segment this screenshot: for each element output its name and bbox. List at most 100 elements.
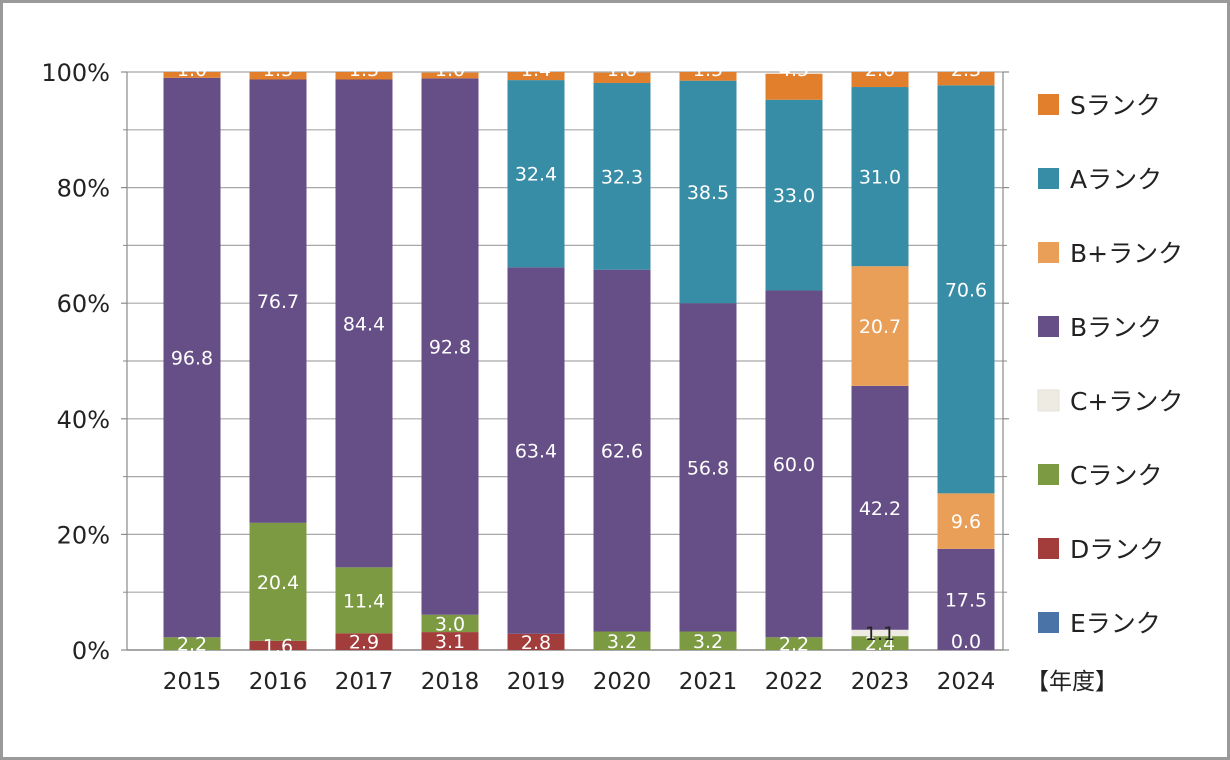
bar-segment-2015-Bランク (163, 77, 221, 638)
bar-segment-2021-Sランク (679, 72, 737, 81)
stacked-bar-chart: 2.2 96.8 1.0 1.6 20.4 76.7 1.3 2.9 11.4 84.4 1.3 3.… (41, 59, 1183, 695)
bar-segment-2022-Cランク (765, 637, 823, 650)
bar-segment-2024-Bランク (937, 548, 995, 650)
y-tick-label: 0% (72, 637, 110, 665)
data-label-2021-Bランク: 56.8 (687, 457, 729, 479)
y-tick-label: 100% (41, 59, 110, 87)
bar-segment-2017-Dランク (335, 633, 393, 650)
data-label-2023-Aランク: 31.0 (859, 167, 901, 189)
bar-segment-2019-Aランク (507, 80, 565, 268)
x-tick-label: 2021 (679, 669, 738, 695)
bar-segment-2018-Cランク (421, 614, 479, 633)
bar-segment-2017-Bランク (335, 79, 393, 568)
data-label-2020-Cランク: 3.2 (607, 631, 637, 653)
data-label-2016-Bランク: 76.7 (257, 291, 299, 313)
bars (163, 72, 995, 650)
bar-segment-2016-Sランク (249, 72, 307, 80)
data-label-2016-Dランク: 1.6 (263, 635, 293, 657)
data-label-2017-Dランク: 2.9 (349, 632, 379, 654)
bar-segment-2024-Sランク (937, 72, 995, 86)
data-label-2023-Cランク: 2.4 (865, 633, 895, 655)
bar-segment-2016-Dランク (249, 640, 307, 650)
data-label-2022-Cランク: 2.2 (779, 634, 809, 656)
bar-segment-2018-Dランク (421, 632, 479, 650)
bar-segment-2020-Cランク (593, 631, 651, 650)
legend-swatch-Bランク (1038, 316, 1059, 337)
y-tick-label: 60% (57, 290, 110, 318)
legend-label-Aランク: Aランク (1070, 165, 1162, 194)
bar-segment-2018-Sランク (421, 72, 479, 79)
legend-label-B+ランク: B+ランク (1070, 239, 1183, 268)
legend-label-Eランク: Eランク (1070, 609, 1161, 638)
bar-segment-2024-Aランク (937, 85, 995, 494)
bar-segment-2019-Bランク (507, 267, 565, 634)
x-unit-label: 【年度】 (1026, 669, 1118, 695)
x-tick-label: 2015 (163, 669, 222, 695)
data-label-2019-Sランク: 1.4 (521, 59, 551, 81)
bar-segment-2021-Bランク (679, 303, 737, 632)
legend-swatch-C+ランク (1037, 389, 1060, 412)
x-tick-label: 2022 (765, 669, 824, 695)
bar-segment-2019-Sランク (507, 72, 565, 81)
bar-segment-2017-Sランク (335, 72, 393, 80)
bar-segment-2022-Sランク (765, 73, 823, 100)
data-label-2022-Bランク: 60.0 (773, 454, 815, 476)
data-label-2017-Sランク: 1.3 (349, 59, 379, 81)
bar-segment-2022-Aランク (765, 99, 823, 291)
data-label-2021-Aランク: 38.5 (687, 182, 729, 204)
bar-segment-2023-C+ランク (851, 629, 909, 637)
legend-swatch-Eランク (1038, 612, 1059, 633)
bar-segment-2023-Bランク (851, 385, 909, 630)
data-label-2019-Dランク: 2.8 (521, 632, 551, 654)
bar-segment-2016-Cランク (249, 522, 307, 641)
x-tick-label: 2020 (593, 669, 652, 695)
data-label-2024-B+ランク: 9.6 (951, 511, 981, 533)
bar-segment-2021-Aランク (679, 80, 737, 304)
data-label-2020-Aランク: 32.3 (601, 166, 643, 188)
x-tick-label: 2016 (249, 669, 308, 695)
data-label-2016-Cランク: 20.4 (257, 572, 299, 594)
data-label-2023-B+ランク: 20.7 (859, 316, 901, 338)
data-label-2020-Bランク: 62.6 (601, 441, 643, 463)
bar-segment-2023-Aランク (851, 87, 909, 267)
legend-label-Bランク: Bランク (1070, 313, 1162, 342)
data-label-2022-Aランク: 33.0 (773, 185, 815, 207)
y-tick-label: 40% (57, 406, 110, 434)
data-label-2023-Sランク: 2.6 (865, 59, 895, 81)
bar-segment-2015-Sランク (163, 72, 221, 78)
x-tick-label: 2023 (851, 669, 910, 695)
data-label-2018-Sランク: 1.0 (435, 59, 465, 81)
bar-segment-2021-Cランク (679, 631, 737, 650)
bar-segment-2023-Sランク (851, 72, 909, 88)
data-label-2022-Sランク: 4.5 (779, 59, 809, 81)
data-label-2015-Sランク: 1.0 (177, 59, 207, 81)
data-label-2024-Aランク: 70.6 (945, 279, 987, 301)
data-label-2018-Dランク: 3.1 (435, 631, 465, 653)
data-label-2023-C+ランク: 1.1 (865, 623, 895, 645)
bar-segment-2020-Aランク (593, 82, 651, 270)
bar-segment-2015-Cランク (163, 637, 221, 650)
data-label-2018-Cランク: 3.0 (435, 613, 465, 635)
bar-segment-2017-Cランク (335, 567, 393, 634)
y-tick-label: 20% (57, 521, 110, 549)
x-axis: 【年度】 2015 2016 2017 2018 2019 2020 2021 2022 202… (163, 669, 1118, 695)
y-axis: 0% 20% 40% 60% 80% 100% (41, 59, 110, 665)
bar-segment-2020-Sランク (593, 72, 651, 83)
data-label-2021-Sランク: 1.5 (693, 59, 723, 81)
data-label-2017-Cランク: 11.4 (343, 590, 385, 612)
bar-segment-2022-Bランク (765, 290, 823, 638)
data-label-2024-Sランク: 2.3 (951, 59, 981, 81)
data-label-2019-Bランク: 63.4 (515, 441, 557, 463)
x-tick-label: 2017 (335, 669, 394, 695)
legend-swatch-Dランク (1038, 538, 1059, 559)
legend-label-Dランク: Dランク (1070, 535, 1164, 564)
legend-label-Cランク: Cランク (1070, 461, 1162, 490)
legend-label-Sランク: Sランク (1070, 91, 1161, 120)
legend-label-C+ランク: C+ランク (1070, 387, 1183, 416)
bar-segment-2024-B+ランク (937, 493, 995, 549)
data-labels: 2.2 96.8 1.0 1.6 20.4 76.7 1.3 2.9 11.4 84.4 1.3 3.… (171, 59, 987, 657)
data-label-2015-Cランク: 2.2 (177, 634, 207, 656)
bar-segment-2020-Bランク (593, 269, 651, 632)
x-tick-label: 2018 (421, 669, 480, 695)
data-label-2015-Bランク: 96.8 (171, 348, 213, 370)
